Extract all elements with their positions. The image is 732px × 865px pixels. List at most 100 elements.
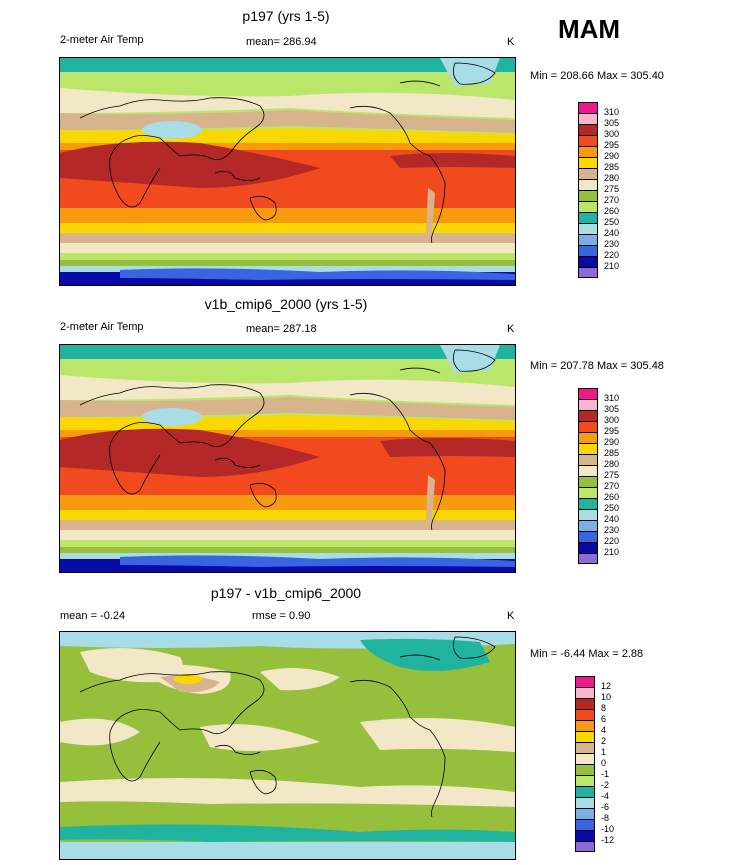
- colorbar-swatch: [575, 687, 595, 698]
- colorbar-swatch: [578, 410, 598, 421]
- colorbar-swatch: [578, 234, 598, 245]
- colorbar-label: -12: [601, 835, 615, 845]
- panel1-map: [59, 57, 516, 286]
- colorbar-swatch: [578, 168, 598, 179]
- panel1-variable: 2-meter Air Temp: [60, 34, 144, 46]
- panel3-colorbar: 12 10 8 6 4 2 1 0 -1 -2 -4 -6 -8 -10 -12: [575, 676, 614, 852]
- colorbar-label: 285: [604, 162, 620, 172]
- colorbar-label: -2: [601, 780, 610, 790]
- colorbar-label: 295: [604, 426, 620, 436]
- colorbar-swatch: [575, 830, 595, 841]
- panel1-unit: K: [507, 36, 515, 48]
- colorbar-label: 210: [604, 547, 620, 557]
- colorbar-label: 250: [604, 503, 620, 513]
- colorbar-swatch: [578, 465, 598, 476]
- colorbar-swatch: [578, 124, 598, 135]
- colorbar-swatch: [578, 542, 598, 553]
- colorbar-label: 275: [604, 470, 620, 480]
- colorbar-swatch: [578, 190, 598, 201]
- colorbar-label: 310: [604, 107, 620, 117]
- panel1-title: p197 (yrs 1-5): [242, 8, 330, 24]
- colorbar-label: -8: [601, 813, 610, 823]
- colorbar-swatch: [575, 676, 595, 687]
- panel3-mean: mean = -0.24: [60, 610, 126, 622]
- colorbar-label: 300: [604, 415, 620, 425]
- colorbar-swatch: [578, 520, 598, 531]
- colorbar-swatch: [578, 179, 598, 190]
- colorbar-label: 250: [604, 217, 620, 227]
- panel2-unit: K: [507, 323, 515, 335]
- colorbar-label: 12: [601, 681, 612, 691]
- panel1-range: Min = 208.66 Max = 305.40: [530, 70, 664, 82]
- colorbar-swatch: [578, 498, 598, 509]
- colorbar-swatch: [575, 731, 595, 742]
- colorbar-label: 275: [604, 184, 620, 194]
- colorbar-label: 240: [604, 228, 620, 238]
- panel2-range: Min = 207.78 Max = 305.48: [530, 360, 664, 372]
- panel1-colorbar: 310 305 300 295 290 285 280 275 270 260 250 240 230 2…: [578, 102, 619, 278]
- panel3-title: p197 - v1b_cmip6_2000: [210, 585, 362, 601]
- colorbar-swatch: [578, 267, 598, 278]
- colorbar-label: 305: [604, 118, 620, 128]
- colorbar-swatch: [575, 819, 595, 830]
- colorbar-swatch: [578, 212, 598, 223]
- colorbar-swatch: [578, 443, 598, 454]
- panel1-mean: mean= 286.94: [246, 36, 317, 48]
- colorbar-label: 240: [604, 514, 620, 524]
- colorbar-label: 230: [604, 525, 620, 535]
- colorbar-label: 230: [604, 239, 620, 249]
- colorbar-label: 10: [601, 692, 612, 702]
- colorbar-label: 280: [604, 459, 620, 469]
- colorbar-label: 4: [601, 725, 607, 735]
- colorbar-swatch: [575, 753, 595, 764]
- colorbar-label: 210: [604, 261, 620, 271]
- colorbar-label: 310: [604, 393, 620, 403]
- colorbar-swatch: [578, 223, 598, 234]
- colorbar-label: -10: [601, 824, 615, 834]
- colorbar-label: 290: [604, 437, 620, 447]
- colorbar-label: -6: [601, 802, 610, 812]
- colorbar-label: -4: [601, 791, 610, 801]
- colorbar-swatch: [578, 553, 598, 564]
- colorbar-swatch: [578, 102, 598, 113]
- colorbar-label: 1: [601, 747, 607, 757]
- colorbar-label: 290: [604, 151, 620, 161]
- panel2-variable: 2-meter Air Temp: [60, 321, 144, 333]
- panel2-mean: mean= 287.18: [246, 323, 317, 335]
- panel3-colorbar-boxes: [575, 676, 595, 852]
- colorbar-swatch: [578, 113, 598, 124]
- colorbar-swatch: [578, 509, 598, 520]
- colorbar-swatch: [578, 399, 598, 410]
- colorbar-swatch: [575, 764, 595, 775]
- colorbar-swatch: [575, 698, 595, 709]
- colorbar-swatch: [578, 146, 598, 157]
- colorbar-swatch: [575, 797, 595, 808]
- colorbar-swatch: [578, 201, 598, 212]
- panel3-map: [59, 631, 516, 860]
- colorbar-swatch: [578, 476, 598, 487]
- colorbar-swatch: [578, 157, 598, 168]
- colorbar-swatch: [578, 245, 598, 256]
- colorbar-swatch: [575, 841, 595, 852]
- colorbar-swatch: [575, 709, 595, 720]
- colorbar-swatch: [578, 487, 598, 498]
- colorbar-swatch: [575, 808, 595, 819]
- colorbar-label: 270: [604, 481, 620, 491]
- colorbar-label: 8: [601, 703, 607, 713]
- colorbar-label: 305: [604, 404, 620, 414]
- colorbar-label: 6: [601, 714, 607, 724]
- panel2-colorbar-boxes: [578, 388, 598, 564]
- panel3-rmse: rmse = 0.90: [252, 610, 311, 622]
- colorbar-swatch: [575, 742, 595, 753]
- season-label: MAM: [558, 14, 621, 44]
- colorbar-label: 285: [604, 448, 620, 458]
- panel2-map: [59, 344, 516, 573]
- colorbar-label: 260: [604, 492, 620, 502]
- panel2-title: v1b_cmip6_2000 (yrs 1-5): [204, 296, 368, 312]
- colorbar-label: 220: [604, 536, 620, 546]
- panel2-colorbar: 310 305 300 295 290 285 280 275 270 260 250 240 230 2…: [578, 388, 619, 564]
- colorbar-swatch: [578, 432, 598, 443]
- colorbar-label: 0: [601, 758, 607, 768]
- colorbar-swatch: [578, 256, 598, 267]
- colorbar-label: 300: [604, 129, 620, 139]
